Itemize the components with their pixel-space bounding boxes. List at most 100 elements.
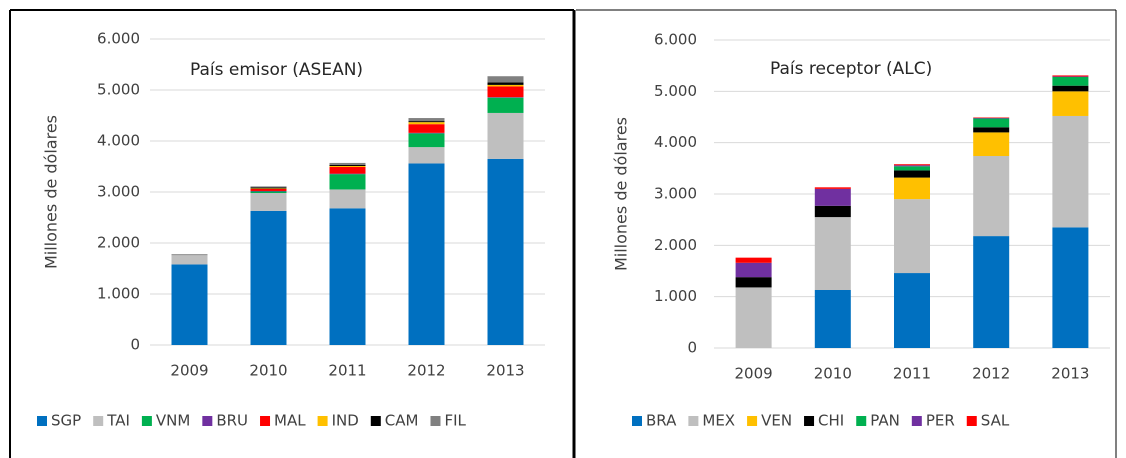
legend-label: PER <box>926 412 955 430</box>
bar-segment <box>250 191 287 194</box>
bar-segment <box>1052 76 1089 77</box>
bar-segment <box>487 97 524 113</box>
bar-segment <box>329 174 366 190</box>
bar-segment <box>973 132 1010 157</box>
bar-segment <box>735 257 772 263</box>
bar-segment <box>973 117 1010 119</box>
legend-swatch <box>202 416 213 426</box>
x-tick-label: 2013 <box>1051 365 1089 383</box>
legend-swatch <box>632 416 642 426</box>
x-tick-label: 2010 <box>814 365 852 383</box>
legend-label: VNM <box>156 412 190 430</box>
bar-segment <box>250 193 287 211</box>
bar-segment <box>894 165 930 167</box>
legend-label: CHI <box>818 412 844 430</box>
y-tick-label: 3.000 <box>97 183 140 201</box>
x-tick-label: 2012 <box>407 362 445 380</box>
bar-segment <box>894 177 930 200</box>
bar-segment <box>250 190 287 192</box>
bar-segment <box>408 163 445 345</box>
bar-segment <box>487 82 524 85</box>
legend-swatch <box>747 416 758 426</box>
legend-label: BRA <box>646 412 677 430</box>
bar-segment <box>171 255 208 265</box>
y-tick-label: 1.000 <box>654 287 697 305</box>
bar-segment <box>735 262 772 278</box>
legend-label: SAL <box>981 412 1010 430</box>
bar-segment <box>487 97 524 98</box>
bar-segment <box>894 273 930 348</box>
x-tick-label: 2013 <box>486 362 524 380</box>
legend-swatch <box>93 416 104 426</box>
legend-swatch <box>688 416 699 426</box>
bar-segment <box>171 254 208 256</box>
bar-segment <box>250 187 287 189</box>
legend-swatch <box>966 416 977 426</box>
bar-segment <box>814 217 851 290</box>
bar-segment <box>973 118 1010 119</box>
legend-swatch <box>856 416 867 426</box>
y-tick-label: 3.000 <box>654 185 697 203</box>
y-tick-label: 6.000 <box>654 31 697 49</box>
x-tick-label: 2012 <box>972 365 1010 383</box>
legend-swatch <box>804 416 815 426</box>
legend-label: VEN <box>761 412 792 430</box>
legend-swatch <box>37 416 47 426</box>
bar-segment <box>814 289 851 348</box>
bar-segment <box>894 164 930 166</box>
legend-label: BRU <box>216 412 248 430</box>
legend-label: MEX <box>702 412 735 430</box>
y-tick-label: 2.000 <box>654 236 697 254</box>
y-tick-label: 5.000 <box>654 82 697 100</box>
bar-segment <box>329 162 366 165</box>
bar-segment <box>408 124 445 133</box>
y-tick-label: 1.000 <box>97 285 140 303</box>
bar-segment <box>408 122 445 125</box>
legend-label: SGP <box>51 412 81 430</box>
bar-segment <box>329 173 366 175</box>
bar-segment <box>408 132 445 134</box>
x-tick-label: 2010 <box>249 362 287 380</box>
bar-segment <box>973 236 1010 348</box>
bar-segment <box>735 287 772 348</box>
bar-segment <box>408 121 445 123</box>
bar-segment <box>894 170 930 178</box>
y-axis-label: Millones de dólares <box>42 115 61 269</box>
bar-segment <box>487 158 524 345</box>
annotation: País receptor (ALC) <box>770 59 932 79</box>
legend-label: CAM <box>385 412 419 430</box>
legend-swatch <box>260 416 271 426</box>
bar-segment <box>408 147 445 164</box>
bar-segment <box>250 186 287 188</box>
bar-segment <box>814 205 851 218</box>
x-tick-label: 2009 <box>735 365 773 383</box>
legend-swatch <box>317 416 328 426</box>
legend-label: FIL <box>444 412 466 430</box>
y-tick-label: 4.000 <box>654 133 697 151</box>
bar-segment <box>487 84 524 87</box>
x-tick-label: 2011 <box>893 365 931 383</box>
bar-segment <box>1052 227 1089 348</box>
bar-segment <box>171 264 208 345</box>
bar-segment <box>487 86 524 98</box>
bar-segment <box>408 118 445 122</box>
bar-segment <box>487 76 524 83</box>
legend-swatch <box>430 416 441 426</box>
legend-label: MAL <box>274 412 306 430</box>
bar-segment <box>329 167 366 174</box>
y-tick-label: 2.000 <box>97 234 140 252</box>
y-tick-label: 5.000 <box>97 81 140 99</box>
bar-segment <box>329 165 366 168</box>
x-tick-label: 2009 <box>170 362 208 380</box>
bar-segment <box>1052 75 1089 77</box>
bar-segment <box>735 277 772 288</box>
bar-segment <box>487 112 524 159</box>
legend-label: IND <box>332 412 359 430</box>
bar-segment <box>408 133 445 148</box>
bar-segment <box>250 210 287 345</box>
bar-segment <box>973 118 1010 128</box>
bar-segment <box>329 208 366 345</box>
annotation: País emisor (ASEAN) <box>190 60 363 80</box>
bar-segment <box>1052 76 1089 86</box>
